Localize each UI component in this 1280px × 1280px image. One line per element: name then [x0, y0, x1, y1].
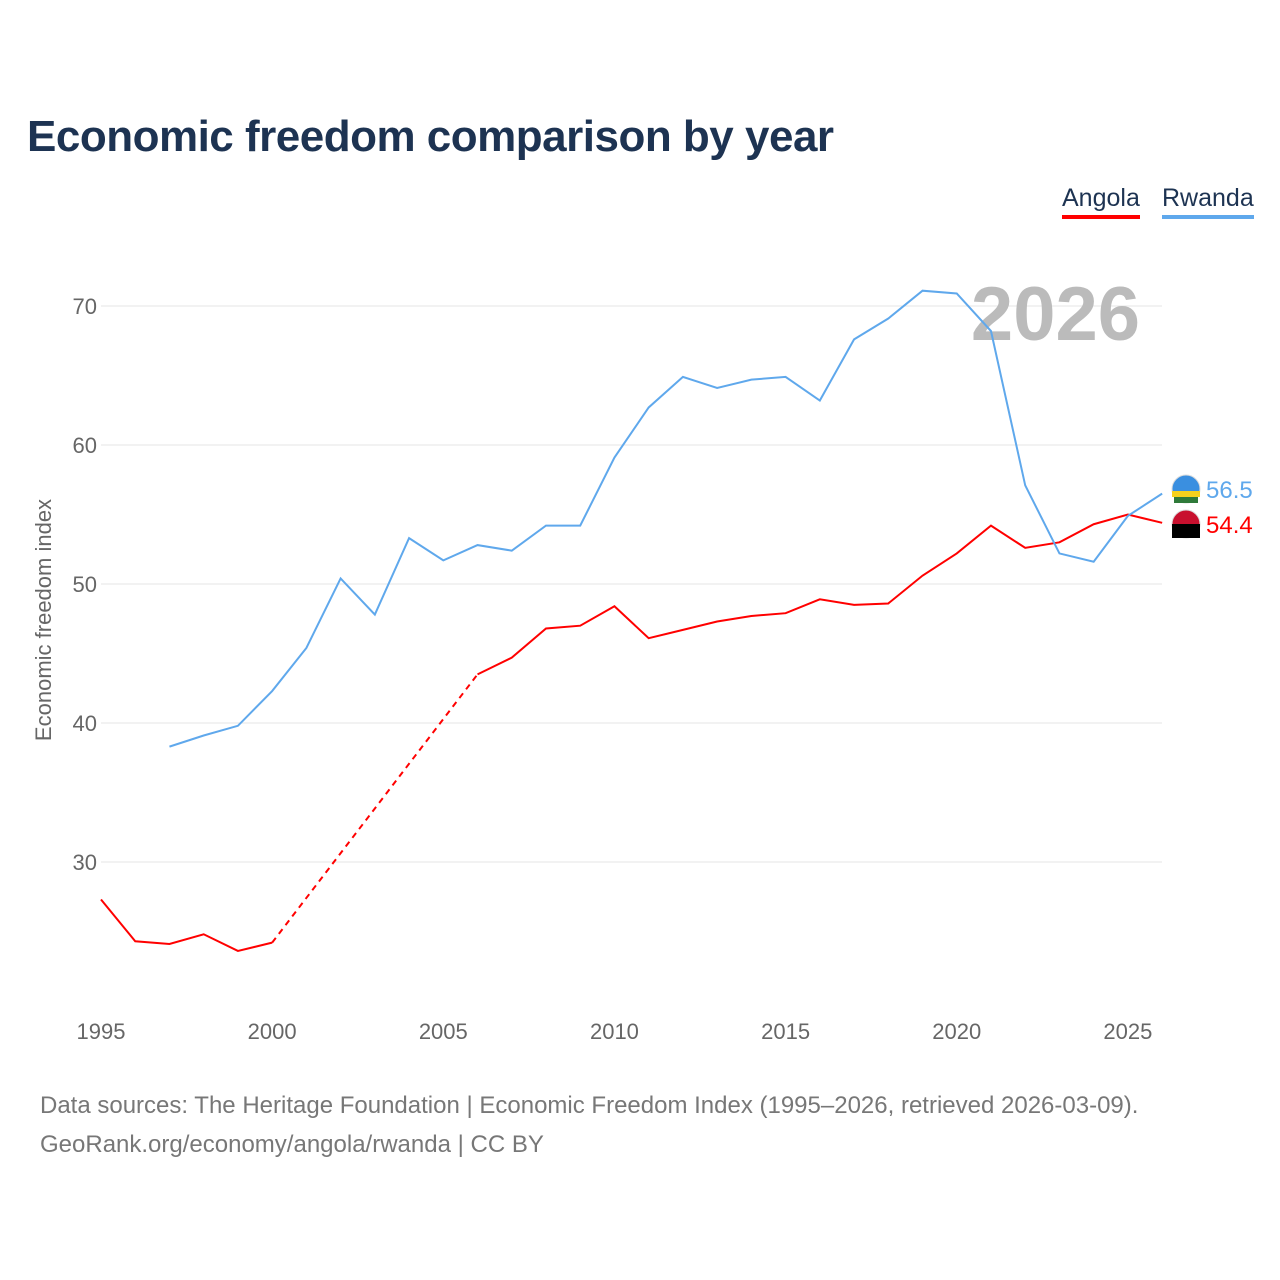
footer: Data sources: The Heritage Foundation | … [40, 1086, 1138, 1164]
legend-rwanda[interactable]: Rwanda [1162, 184, 1254, 219]
x-tick-label: 2020 [932, 1019, 981, 1044]
legend-angola[interactable]: Angola [1062, 184, 1140, 219]
y-tick-label: 50 [73, 572, 97, 597]
y-tick-label: 40 [73, 711, 97, 736]
chart-title: Economic freedom comparison by year [27, 112, 834, 161]
y-tick-label: 60 [73, 433, 97, 458]
series-line-rwanda [169, 289, 1163, 748]
end-label-angola: 54.4 [1206, 512, 1253, 539]
series-gap-angola [271, 673, 479, 944]
x-tick-label: 2015 [761, 1019, 810, 1044]
y-axis-label: Economic freedom index [31, 499, 56, 741]
source-text: Data sources: The Heritage Foundation | … [40, 1092, 1139, 1119]
x-tick-label: 2010 [590, 1019, 639, 1044]
flag-rwanda-green [1174, 497, 1198, 503]
end-label-rwanda: 56.5 [1206, 477, 1253, 504]
attribution-text: GeoRank.org/economy/angola/rwanda | CC B… [40, 1131, 544, 1158]
y-tick-label: 30 [73, 850, 97, 875]
x-tick-label: 2000 [248, 1019, 297, 1044]
year-watermark: 2026 [971, 272, 1140, 357]
series-line-angola [477, 513, 1163, 676]
x-tick-label: 2025 [1103, 1019, 1152, 1044]
x-tick-label: 2005 [419, 1019, 468, 1044]
x-tick-label: 1995 [77, 1019, 126, 1044]
flag-angola-lower [1172, 524, 1200, 538]
flag-rwanda-yellow [1172, 491, 1200, 497]
series-line-angola [100, 898, 273, 953]
y-tick-label: 70 [73, 294, 97, 319]
